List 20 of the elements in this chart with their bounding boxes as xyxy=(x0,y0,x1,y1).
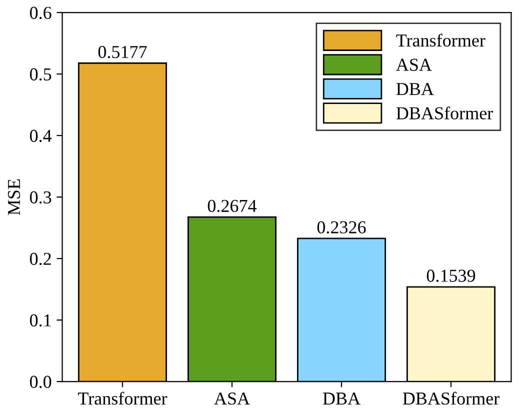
y-tick-label: 0.1 xyxy=(30,314,51,327)
y-tick-label: 0.0 xyxy=(30,376,52,388)
legend-label: ASA xyxy=(396,58,432,71)
x-tick-label: DBA xyxy=(322,392,360,405)
legend-label: DBASformer xyxy=(396,106,493,120)
data-label: 0.2674 xyxy=(208,200,257,212)
y-tick-label: 0.5 xyxy=(30,68,52,81)
y-tick-label: 0.6 xyxy=(30,6,52,20)
x-tick-label: Transformer xyxy=(78,392,168,405)
y-axis-title: MSE xyxy=(8,179,20,216)
y-tick-label: 0.3 xyxy=(30,191,52,204)
y-tick-label: 0.4 xyxy=(30,130,52,142)
y-tick-label: 0.2 xyxy=(30,252,51,266)
x-tick-label: DBASformer xyxy=(402,392,500,405)
x-tick-label: ASA xyxy=(214,392,250,405)
legend-label: DBA xyxy=(396,83,434,96)
data-label: 0.2326 xyxy=(317,221,366,234)
data-label: 0.1539 xyxy=(426,270,476,282)
data-label: 0.5177 xyxy=(98,46,147,58)
legend-label: Transformer xyxy=(396,34,486,47)
